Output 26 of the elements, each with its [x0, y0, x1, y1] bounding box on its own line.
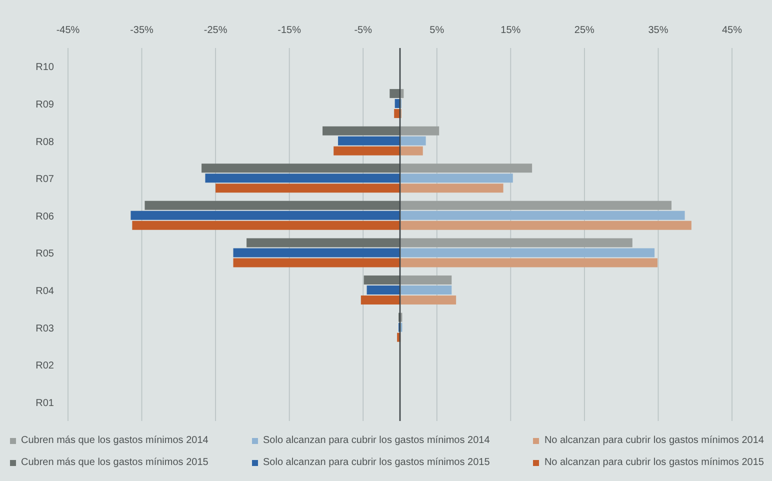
- y-tick-label: R01: [36, 398, 54, 409]
- legend-label: No alcanzan para cubrir los gastos mínimos 2015: [544, 457, 764, 468]
- x-tick-label: -5%: [354, 25, 372, 36]
- x-tick-label: 45%: [722, 25, 742, 36]
- x-tick-label: -35%: [130, 25, 154, 36]
- x-tick-label: -25%: [204, 25, 228, 36]
- x-tick-label: 35%: [648, 25, 668, 36]
- y-tick-label: R05: [36, 248, 54, 260]
- y-tick-label: R02: [36, 360, 54, 372]
- x-tick-label: -45%: [56, 25, 80, 36]
- y-tick-label: R03: [36, 323, 54, 334]
- x-tick-label: 15%: [500, 25, 521, 36]
- legend-label: Solo alcanzan para cubrir los gastos mínimos 2015: [262, 457, 490, 468]
- legend-label: No alcanzan para cubrir los gastos mínimos 2014: [544, 435, 764, 446]
- x-tick-label: -15%: [278, 25, 302, 36]
- y-tick-label: R07: [36, 174, 54, 186]
- legend-label: Solo alcanzan para cubrir los gastos mínimos 2014: [262, 435, 490, 446]
- y-tick-label: R04: [36, 286, 54, 297]
- y-tick-label: R06: [36, 211, 54, 222]
- y-tick-label: R09: [36, 100, 54, 110]
- legend-label: Cubren más que los gastos mínimos 2015: [21, 457, 208, 468]
- legend-label: Cubren más que los gastos mínimos 2014: [21, 435, 208, 446]
- x-tick-label: 25%: [574, 25, 595, 36]
- x-tick-label: 5%: [430, 25, 444, 36]
- y-tick-label: R10: [36, 62, 54, 74]
- y-tick-label: R08: [36, 136, 54, 148]
